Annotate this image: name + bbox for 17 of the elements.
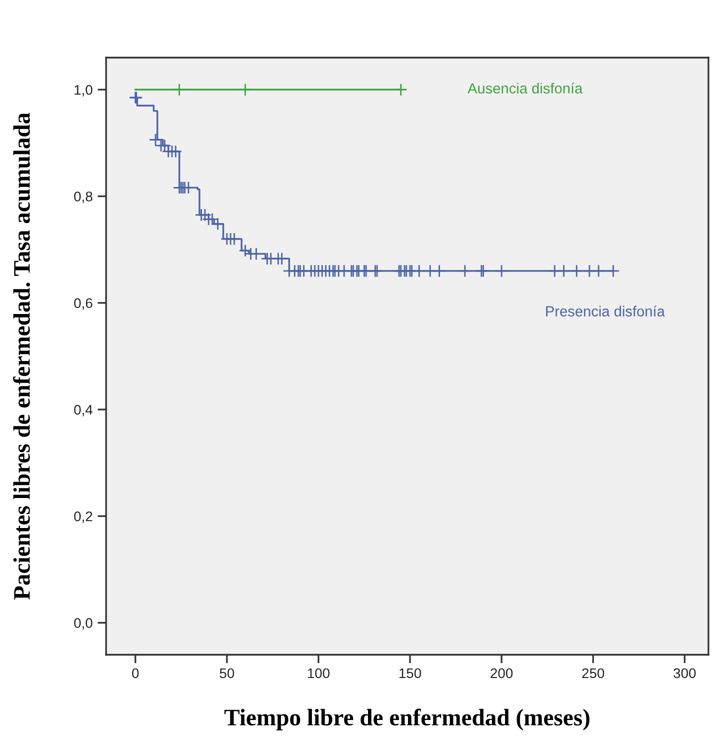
x-tick-label: 250 bbox=[582, 668, 604, 678]
x-tick-label: 300 bbox=[674, 668, 696, 678]
text: Presencia disfonía bbox=[546, 306, 665, 316]
x-tick-label: 0 bbox=[132, 668, 139, 678]
y-tick-label: 0,0 bbox=[74, 618, 92, 630]
x-axis-title: Tiempo libre de enfermedad (meses) bbox=[224, 708, 590, 730]
text: Ausencia disfonía bbox=[468, 82, 583, 94]
y-tick-label: 1,0 bbox=[74, 84, 92, 96]
y-tick-label: 0,8 bbox=[74, 192, 92, 204]
x-tick-label: 150 bbox=[399, 668, 422, 678]
x-tick-label: 50 bbox=[220, 668, 234, 678]
y-tick-label: 0,4 bbox=[74, 404, 92, 416]
x-tick-label: 200 bbox=[490, 668, 513, 678]
y-tick-label: 0,6 bbox=[74, 298, 92, 310]
x-tick-label: 100 bbox=[308, 668, 330, 678]
y-tick-label: 0,2 bbox=[74, 511, 92, 523]
y-axis-title: Pacientes libres de enfermedad. Tasa acumulada bbox=[13, 112, 30, 600]
